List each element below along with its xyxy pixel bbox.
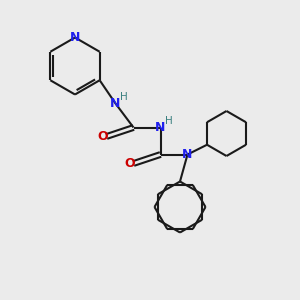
Text: N: N [155,121,166,134]
Text: N: N [182,148,193,161]
Text: O: O [98,130,108,143]
Text: N: N [110,97,121,110]
Text: H: H [120,92,128,102]
Text: O: O [124,157,135,170]
Text: N: N [70,31,80,44]
Text: H: H [165,116,173,126]
